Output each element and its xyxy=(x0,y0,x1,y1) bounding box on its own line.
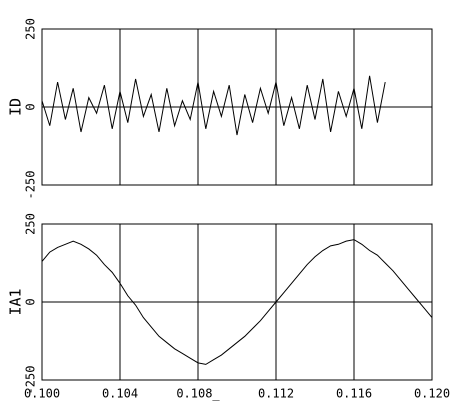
y-axis-label: ID xyxy=(7,98,25,116)
x-tick-label: 0.112 xyxy=(258,387,294,401)
y-tick-label: -250 xyxy=(24,366,38,395)
signal-line xyxy=(41,75,386,136)
plot-frame xyxy=(41,223,433,381)
x-tick-label: 0.116 xyxy=(336,387,372,401)
y-tick-label: 250 xyxy=(24,213,38,235)
y-tick-label: 0 xyxy=(24,103,38,110)
x-tick-label: 0.108_ xyxy=(176,387,220,401)
y-tick-label: -250 xyxy=(24,171,38,200)
plot-frame xyxy=(41,28,433,186)
x-tick-label: 0.100 xyxy=(24,387,60,401)
y-tick-label: 0 xyxy=(24,298,38,305)
y-tick-label: 250 xyxy=(24,18,38,40)
signal-line xyxy=(41,239,433,365)
y-axis-label: IA1 xyxy=(7,288,25,315)
x-tick-label: 0.120 xyxy=(414,387,450,401)
x-tick-label: 0.104 xyxy=(102,387,138,401)
